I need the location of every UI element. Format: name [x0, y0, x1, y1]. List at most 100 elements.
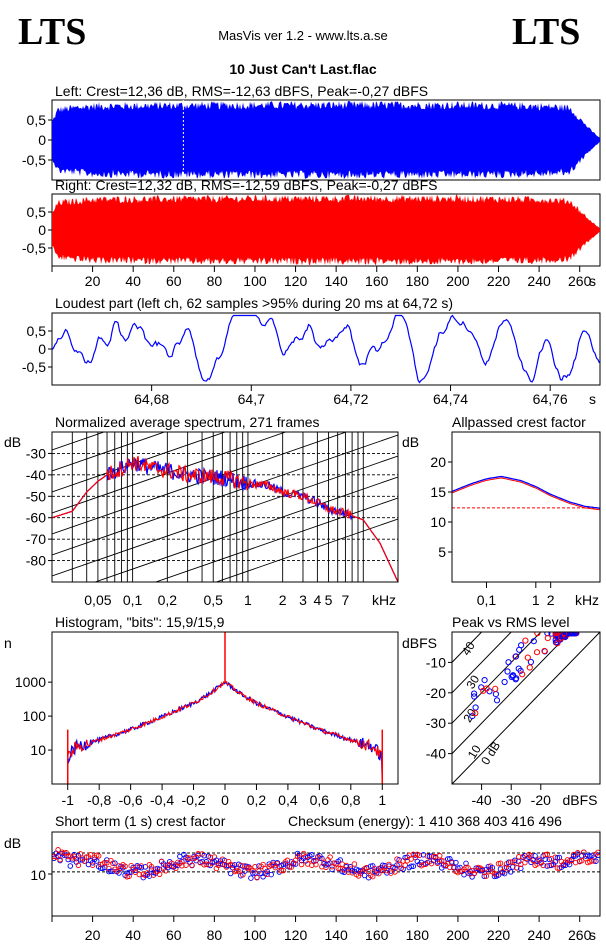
short-crest-point	[574, 850, 581, 856]
peak-rms-ytick-label: -30	[426, 715, 446, 731]
peak-rms-point	[567, 632, 574, 637]
spectrum-xtick-label: 3	[299, 592, 307, 608]
short-crest-point	[75, 862, 82, 869]
short-crest-point	[481, 873, 488, 880]
spectrum-xtick-label: 0,05	[84, 592, 111, 608]
waveform-xtick-label: 80	[207, 273, 223, 289]
short-crest-xtick-label: 40	[125, 927, 141, 943]
spectrum-label: Normalized average spectrum, 271 frames	[55, 414, 320, 430]
short-crest-point	[89, 862, 96, 868]
short-crest-point	[329, 866, 335, 873]
loudest-part-line	[52, 314, 600, 384]
histogram-ytick-label: 1000	[15, 674, 46, 690]
loudest-xtick-label: 64,74	[433, 391, 468, 407]
short-crest-point	[570, 853, 577, 860]
peak-rms-point	[472, 710, 479, 717]
short-crest-point	[384, 867, 390, 874]
histogram-xtick-label: 0,6	[310, 792, 330, 808]
left-waveform-ytick-label: 0	[38, 132, 46, 148]
waveform-xtick-label: 180	[406, 273, 430, 289]
short-crest-point	[57, 856, 63, 863]
short-crest-point	[132, 869, 138, 875]
short-crest-xtick-label: 240	[527, 927, 551, 943]
histogram-left-line	[67, 680, 383, 784]
short-crest-xtick-label: 60	[166, 927, 182, 943]
right-waveform-fill	[52, 194, 600, 266]
histogram-xtick-label: 0,4	[278, 792, 298, 808]
allpass-left-line	[452, 475, 600, 509]
loudest-xtick-label: 64,68	[134, 391, 169, 407]
short-crest-point	[416, 852, 423, 859]
peak-rms-xunit: dBFS	[562, 792, 597, 808]
spectrum-ytick-label: -30	[26, 445, 46, 461]
short-crest-point	[463, 860, 469, 867]
right-waveform-ytick-label: -0,5	[22, 240, 46, 256]
short-crest-point	[440, 858, 447, 864]
left-waveform-panel: 0,5 0 -0,5	[22, 99, 601, 181]
short-crest-point	[278, 867, 285, 874]
peak-rms-point	[501, 678, 508, 686]
peak-rms-point	[560, 632, 568, 637]
spectrum-slope-line	[52, 432, 227, 493]
short-crest-point	[201, 852, 207, 859]
short-crest-point	[156, 871, 163, 878]
histogram-panel: 1000 100 10 -1 -0,8 -0,6 -0,4 -0,2 0 0,2 0,4 0,6 0,…	[15, 631, 399, 808]
spectrum-xtick-label: 1	[244, 592, 252, 608]
short-crest-point	[235, 868, 242, 875]
short-crest-point	[378, 867, 384, 873]
waveform-xtick-label: 240	[527, 273, 551, 289]
short-crest-point	[252, 864, 258, 870]
short-crest-point	[410, 863, 417, 869]
short-crest-point	[591, 858, 597, 864]
waveform-xtick-label: 100	[243, 273, 267, 289]
peak-rms-crest-line	[452, 632, 483, 663]
short-crest-point	[95, 853, 102, 859]
short-crest-point	[512, 859, 518, 865]
histogram-ylabel: n	[4, 635, 12, 651]
spectrum-slope-line	[52, 432, 287, 514]
short-crest-point	[55, 847, 61, 853]
short-crest-point	[402, 862, 408, 868]
short-crest-xtick-label: 200	[446, 927, 470, 943]
spectrum-xtick-label: 5	[325, 592, 333, 608]
short-crest-point	[463, 864, 469, 871]
peak-rms-point	[472, 704, 479, 711]
short-crest-point	[566, 861, 573, 868]
short-crest-point	[351, 861, 358, 867]
waveform-xtick-label: 60	[166, 273, 182, 289]
spectrum-xtick-label: 0,1	[123, 592, 143, 608]
allpass-xtick-label: 2	[547, 592, 555, 608]
allpass-ytick-label: 20	[430, 454, 446, 470]
allpass-right-line	[452, 477, 600, 511]
peak-rms-crest-line	[452, 632, 512, 694]
short-crest-point	[298, 861, 305, 868]
short-crest-point	[505, 859, 512, 866]
short-crest-ylabel: dB	[4, 835, 21, 851]
peak-rms-ylabel: dBFS	[402, 635, 437, 651]
short-crest-point	[514, 865, 520, 871]
short-crest-xtick-label: 140	[324, 927, 348, 943]
waveform-xunit: s	[589, 273, 596, 289]
short-crest-xtick-label: 80	[207, 927, 223, 943]
peak-rms-point	[518, 642, 525, 649]
short-crest-point	[264, 871, 270, 878]
short-crest-point	[195, 851, 201, 857]
waveform-xtick-label: 20	[85, 273, 101, 289]
peak-rms-point	[471, 690, 478, 697]
short-crest-point	[361, 872, 368, 879]
short-crest-point	[83, 854, 90, 860]
allpass-panel: 20 15 10 5 0,1 1 2 kHz	[430, 431, 601, 608]
short-crest-point	[67, 863, 74, 869]
logo-right: LTS	[512, 11, 580, 53]
short-crest-point	[327, 854, 333, 860]
short-crest-label: Short term (1 s) crest factor	[55, 813, 226, 829]
peak-rms-point	[492, 685, 499, 693]
histogram-xtick-label: -0,4	[150, 792, 174, 808]
spectrum-right-line	[52, 455, 398, 582]
spectrum-ytick-label: -60	[26, 510, 46, 526]
peak-rms-crest-label: 30	[463, 672, 482, 691]
peak-rms-point	[504, 668, 511, 675]
short-crest-point	[207, 854, 214, 861]
short-crest-point	[578, 857, 585, 864]
short-crest-point	[516, 854, 522, 860]
